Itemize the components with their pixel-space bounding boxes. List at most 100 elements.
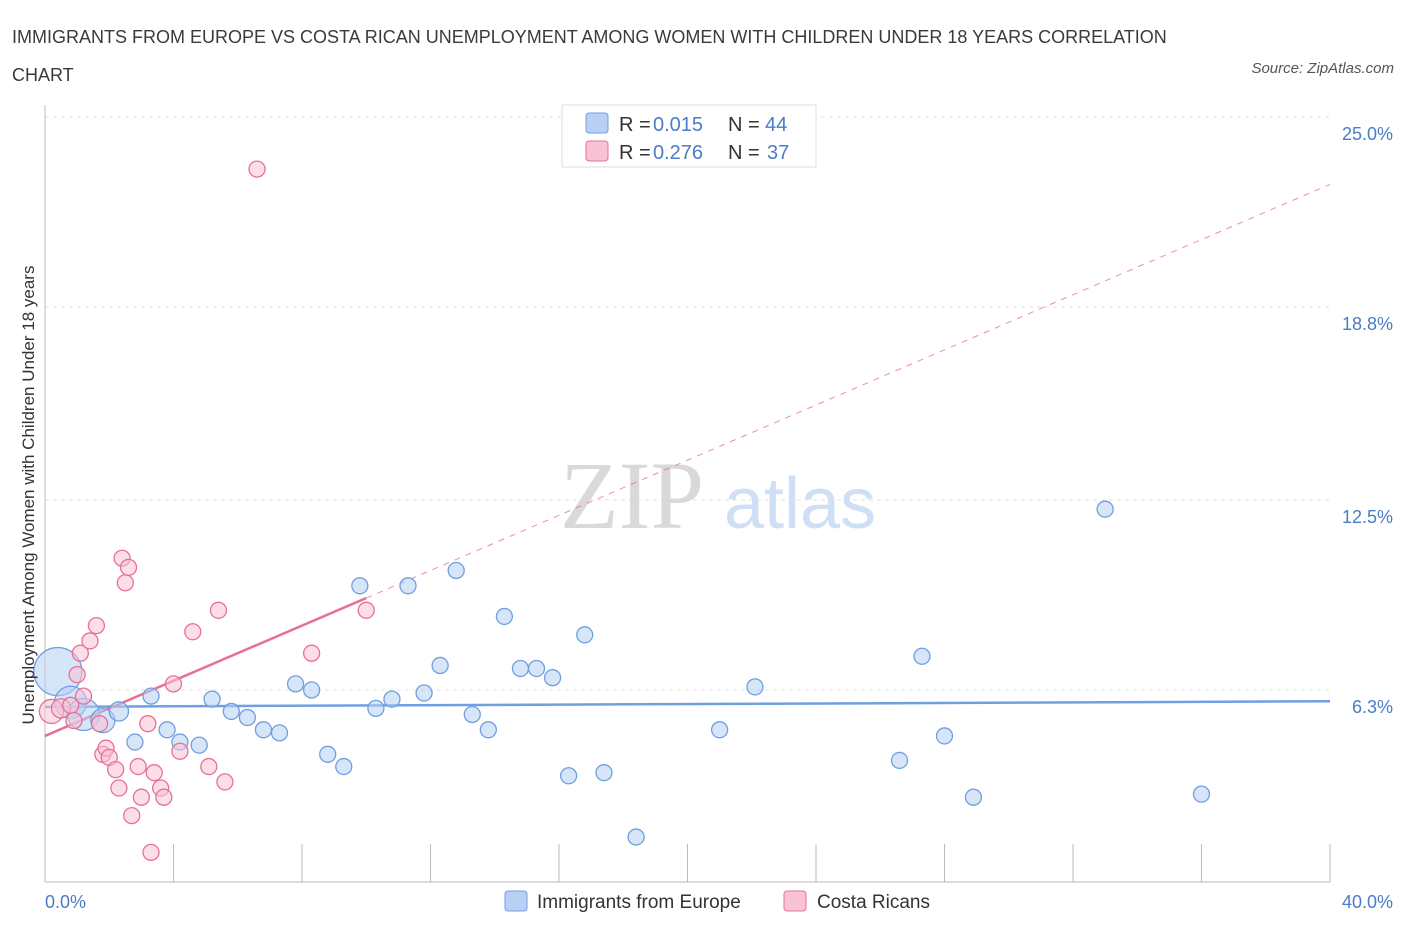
point-costa-rica-20 (132, 788, 151, 806)
point-europe-24 (431, 656, 449, 675)
point-europe-13 (254, 721, 273, 739)
legend-r-value-costa-rica: 0.276 (653, 142, 703, 164)
point-europe-11 (222, 702, 240, 721)
point-europe-10 (203, 690, 221, 708)
point-europe-20 (367, 699, 385, 718)
legend-r-value-europe: 0.015 (653, 114, 703, 136)
point-costa-rica-30 (209, 601, 228, 619)
chart-title: IMMIGRANTS FROM EUROPE VS COSTA RICAN UN… (12, 27, 1167, 85)
bottom-legend: Immigrants from Europe Costa Ricans (504, 890, 930, 913)
point-europe-4 (108, 701, 130, 722)
point-europe-18 (335, 757, 353, 776)
point-europe-42 (1096, 500, 1114, 518)
y-tick-label-2: 18.8% (1342, 314, 1393, 334)
legend-n-value-europe: 44 (765, 114, 787, 136)
legend-n-value-costa-rica: 37 (767, 142, 789, 164)
bottom-legend-label-costa-rica[interactable]: Costa Ricans (817, 892, 930, 913)
legend-n-label-costa-rica: N = (728, 142, 760, 164)
point-costa-rica-28 (184, 623, 202, 641)
bottom-legend-swatch-europe[interactable] (504, 890, 528, 912)
point-europe-38 (890, 751, 909, 770)
point-costa-rica-9 (90, 715, 109, 733)
point-europe-43 (1192, 785, 1211, 803)
point-costa-rica-8 (87, 616, 106, 635)
point-costa-rica-26 (164, 675, 183, 693)
top-legend: R = 0.015 N = 44 R = 0.276 N = 37 (561, 104, 817, 168)
point-europe-17 (319, 745, 337, 763)
chart-source: Source: ZipAtlas.com (1251, 60, 1394, 77)
y-tick-label-0: 6.3% (1352, 697, 1393, 717)
point-europe-12 (238, 708, 257, 727)
point-europe-23 (415, 684, 433, 702)
point-costa-rica-7 (81, 632, 99, 650)
x-tick-min: 0.0% (45, 892, 86, 912)
point-costa-rica-29 (200, 757, 218, 776)
point-europe-29 (511, 659, 530, 678)
point-costa-rica-18 (123, 806, 141, 825)
point-europe-32 (559, 767, 578, 785)
point-europe-31 (543, 669, 562, 687)
grid-lines (45, 116, 1330, 691)
point-europe-33 (576, 626, 594, 644)
point-europe-9 (190, 736, 208, 754)
point-europe-40 (935, 727, 954, 745)
point-europe-35 (627, 828, 645, 846)
point-costa-rica-16 (116, 574, 134, 592)
point-costa-rica-23 (145, 764, 163, 782)
point-costa-rica-5 (74, 687, 93, 705)
y-axis-label: Unemployment Among Women with Children U… (19, 266, 38, 725)
point-europe-26 (463, 705, 481, 724)
point-costa-rica-14 (110, 779, 128, 797)
point-costa-rica-4 (68, 665, 86, 684)
point-costa-rica-21 (139, 715, 157, 733)
y-tick-labels: 6.3% 12.5% 18.8% 25.0% (1342, 124, 1393, 717)
trend-line-0 (44, 700, 1331, 709)
point-costa-rica-32 (248, 160, 266, 178)
point-costa-rica-34 (357, 601, 375, 619)
y-tick-label-3: 25.0% (1342, 124, 1393, 144)
watermark: ZIP atlas (560, 442, 876, 549)
point-costa-rica-22 (142, 843, 160, 862)
bottom-legend-label-europe[interactable]: Immigrants from Europe (537, 892, 741, 913)
point-europe-34 (595, 764, 613, 782)
bottom-legend-swatch-costa-rica[interactable] (783, 890, 807, 912)
legend-r-label-costa-rica: R = (619, 142, 651, 164)
point-costa-rica-13 (107, 760, 125, 779)
x-tick-max: 40.0% (1342, 892, 1393, 912)
point-costa-rica-25 (155, 788, 173, 806)
point-costa-rica-6 (71, 644, 89, 662)
point-europe-28 (495, 607, 514, 626)
point-europe-37 (746, 678, 764, 696)
point-costa-rica-3 (65, 711, 83, 730)
point-europe-21 (383, 690, 401, 708)
point-europe-7 (158, 721, 176, 739)
watermark-zip: ZIP (560, 442, 704, 549)
x-tick-labels: 0.0% 40.0% (45, 892, 1393, 912)
trend-lines (44, 183, 1331, 738)
point-europe-25 (447, 561, 465, 580)
point-costa-rica-17 (119, 558, 138, 577)
y-tick-label-1: 12.5% (1342, 507, 1393, 527)
point-costa-rica-33 (302, 644, 321, 662)
point-europe-6 (142, 687, 160, 705)
point-europe-16 (302, 681, 321, 699)
point-europe-14 (270, 724, 289, 742)
legend-swatch-costa-rica (585, 140, 609, 162)
legend-swatch-europe (585, 112, 609, 134)
legend-n-label-europe: N = (728, 114, 760, 136)
point-costa-rica-27 (171, 742, 189, 760)
point-costa-rica-19 (129, 757, 147, 776)
point-europe-15 (286, 675, 305, 693)
watermark-atlas: atlas (724, 464, 876, 544)
axes (44, 105, 1331, 883)
point-costa-rica-31 (216, 773, 234, 791)
legend-r-label-europe: R = (619, 114, 651, 136)
point-europe-27 (479, 721, 497, 739)
point-europe-5 (126, 733, 144, 751)
point-europe-36 (710, 721, 729, 739)
point-europe-39 (913, 647, 931, 665)
point-europe-41 (964, 788, 983, 806)
point-europe-19 (351, 577, 369, 595)
point-europe-22 (399, 577, 417, 595)
